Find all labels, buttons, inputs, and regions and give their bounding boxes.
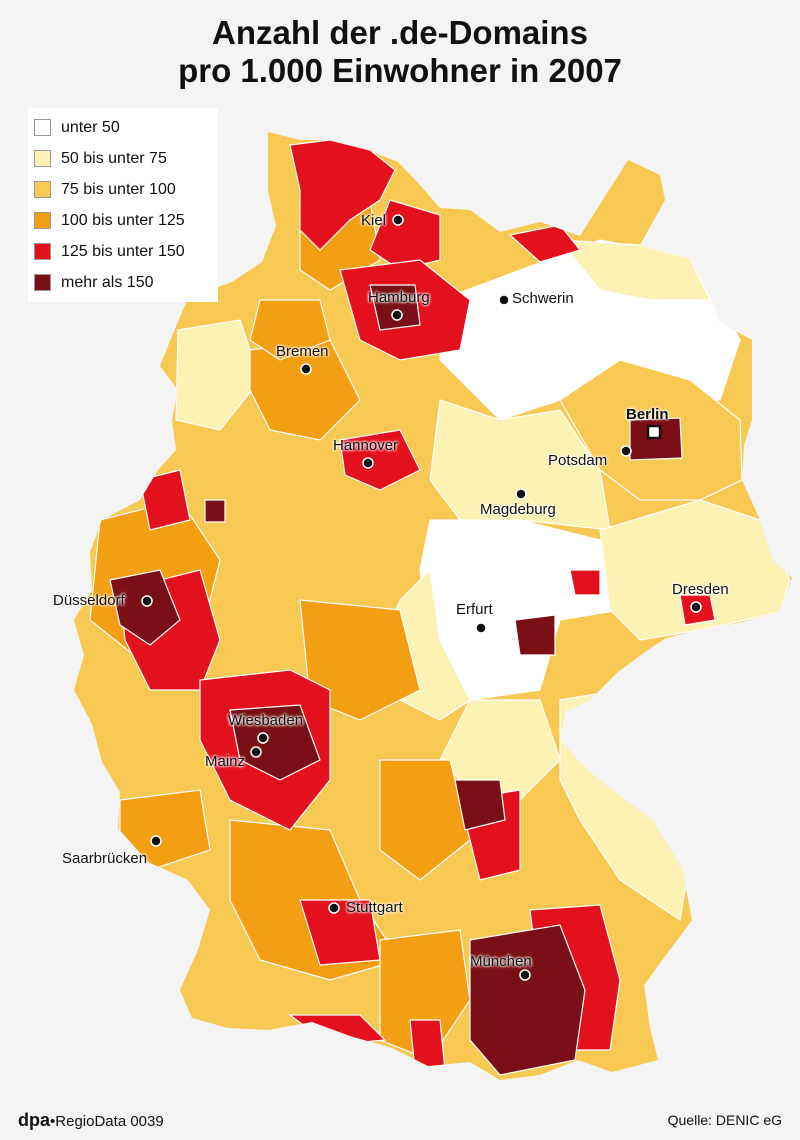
legend-label: 75 bis unter 100	[61, 180, 176, 198]
marker-saarbruecken	[150, 835, 162, 847]
legend: unter 50 50 bis unter 75 75 bis unter 100 1…	[28, 108, 218, 302]
marker-stuttgart	[328, 902, 340, 914]
legend-item: mehr als 150	[28, 267, 218, 298]
region-allgaeu-red	[409, 1019, 446, 1071]
region-erlangen-dark	[454, 779, 506, 831]
legend-swatch	[34, 150, 51, 167]
marker-berlin	[646, 424, 662, 440]
region-muenster-red	[139, 469, 191, 531]
title-line-2: pro 1.000 Einwohner in 2007	[178, 52, 622, 89]
region-hannover-red	[339, 429, 421, 491]
marker-hannover	[362, 457, 374, 469]
marker-erfurt	[475, 622, 487, 634]
dpa-logo: dpa	[18, 1110, 51, 1130]
dpa-dot: •	[50, 1113, 56, 1130]
marker-kiel	[392, 214, 404, 226]
city-label-dresden: Dresden	[672, 581, 729, 598]
footer-series: RegioData 0039	[55, 1113, 164, 1130]
legend-label: unter 50	[61, 118, 120, 136]
marker-duesseldorf	[141, 595, 153, 607]
city-markers	[141, 214, 702, 981]
legend-item: 75 bis unter 100	[28, 174, 218, 205]
marker-hamburg	[391, 309, 403, 321]
region-jena-dark	[514, 614, 556, 656]
footer-credit: dpa•RegioData 0039	[18, 1110, 164, 1131]
marker-bremen	[300, 363, 312, 375]
city-label-saarbruecken: Saarbrücken	[62, 850, 148, 867]
region-bielefeld-dark	[204, 499, 226, 523]
legend-item: unter 50	[28, 112, 218, 143]
map-title: Anzahl der .de-Domains pro 1.000 Einwohn…	[0, 14, 800, 90]
city-label-hannover: Hannover	[333, 437, 399, 454]
city-label-stuttgart: Stuttgart	[346, 899, 403, 916]
legend-item: 50 bis unter 75	[28, 143, 218, 174]
region-duesseldorf-dark	[109, 569, 181, 646]
marker-dresden	[690, 601, 702, 613]
marker-magdeburg	[515, 488, 527, 500]
footer-source: Quelle: DENIC eG	[667, 1112, 782, 1128]
city-label-potsdam: Potsdam	[548, 452, 608, 469]
legend-item: 125 bis unter 150	[28, 236, 218, 267]
region-franconia-orange	[379, 759, 471, 881]
marker-mainz	[250, 746, 262, 758]
legend-label: mehr als 150	[61, 273, 154, 291]
legend-swatch	[34, 274, 51, 291]
city-label-mainz: Mainz	[205, 753, 246, 770]
city-label-magdeburg: Magdeburg	[480, 501, 556, 518]
region-munich-dark	[469, 924, 586, 1076]
legend-swatch	[34, 181, 51, 198]
region-hamburg-dark	[369, 284, 421, 331]
region-bremen-orange	[249, 299, 331, 361]
legend-label: 125 bis unter 150	[61, 242, 185, 260]
region-wiesbaden-dark	[229, 704, 321, 781]
marker-muenchen	[519, 969, 531, 981]
legend-item: 100 bis unter 125	[28, 205, 218, 236]
region-saxony-light	[599, 499, 791, 641]
region-leipzig-red	[569, 569, 601, 596]
marker-schwerin	[498, 294, 510, 306]
city-label-wiesbaden: Wiesbaden	[228, 712, 304, 729]
legend-swatch	[34, 243, 51, 260]
legend-label: 50 bis unter 75	[61, 149, 167, 167]
legend-swatch	[34, 212, 51, 229]
region-mecklenburg-light	[558, 239, 711, 301]
city-label-berlin: Berlin	[626, 406, 669, 423]
city-label-erfurt: Erfurt	[456, 601, 493, 618]
region-lower-saxony-light	[175, 319, 261, 431]
city-label-schwerin: Schwerin	[512, 290, 574, 307]
title-line-1: Anzahl der .de-Domains	[212, 14, 588, 51]
region-rostock-red	[508, 224, 582, 263]
city-label-kiel: Kiel	[361, 212, 387, 229]
marker-potsdam	[620, 445, 632, 457]
marker-wiesbaden	[257, 732, 269, 744]
city-label-muenchen: München	[470, 953, 532, 970]
city-label-bremen: Bremen	[276, 343, 329, 360]
legend-swatch	[34, 119, 51, 136]
city-label-duesseldorf: Düsseldorf	[53, 592, 125, 609]
region-bavaria-south-orange	[379, 929, 471, 1061]
legend-label: 100 bis unter 125	[61, 211, 185, 229]
region-stuttgart-red	[299, 899, 381, 966]
city-label-hamburg: Hamburg	[368, 289, 430, 306]
